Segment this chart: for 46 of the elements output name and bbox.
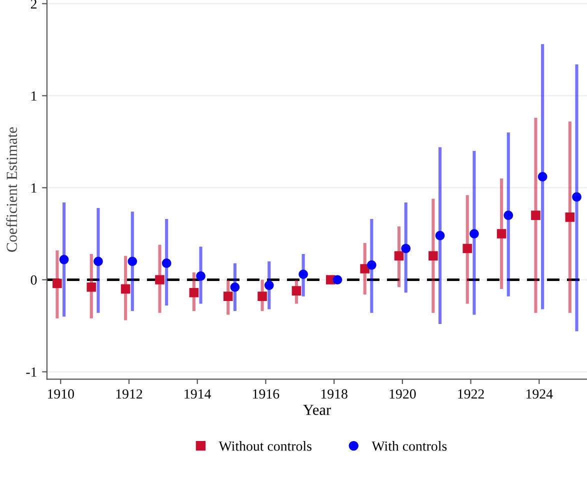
y-tick-label: -1	[26, 367, 36, 377]
point	[531, 210, 540, 220]
legend-label: Without controls	[218, 441, 312, 451]
point	[538, 172, 548, 182]
point	[435, 230, 445, 240]
y-tick-label: 1	[32, 91, 36, 101]
x-tick-label: 1914	[184, 389, 212, 399]
point	[332, 275, 342, 284]
y-tick-label: 0	[30, 275, 37, 285]
point	[162, 258, 172, 268]
x-tick-label: 1910	[48, 389, 74, 399]
x-tick-label: 1916	[253, 389, 280, 399]
point	[264, 280, 274, 290]
point	[462, 244, 472, 254]
point	[223, 292, 233, 301]
point	[230, 282, 240, 292]
x-axis-title: Year	[303, 404, 331, 415]
point	[59, 254, 69, 264]
point	[367, 260, 376, 270]
point	[155, 275, 164, 284]
point	[94, 256, 103, 266]
point	[496, 229, 506, 238]
point	[428, 251, 438, 260]
y-tick-label: 1	[32, 183, 36, 193]
point	[565, 212, 575, 222]
x-tick-label: 1920	[390, 389, 416, 399]
y-axis-title: Coefficient Estimate	[6, 127, 18, 252]
x-tick-label: 1918	[321, 389, 348, 399]
legend-label: With controls	[372, 441, 447, 451]
point	[572, 192, 582, 202]
point	[86, 282, 96, 292]
point	[52, 278, 62, 288]
point	[401, 244, 411, 254]
point	[128, 256, 138, 266]
point	[120, 284, 130, 294]
point	[189, 288, 199, 298]
point	[258, 292, 267, 301]
point	[196, 271, 206, 281]
point	[298, 270, 308, 279]
point	[292, 286, 302, 296]
x-tick-label: 1922	[458, 389, 484, 399]
x-tick-label: 1912	[116, 389, 142, 399]
point	[504, 210, 514, 220]
point	[394, 251, 404, 260]
x-tick-label: 1924	[526, 389, 553, 399]
point	[470, 229, 479, 238]
